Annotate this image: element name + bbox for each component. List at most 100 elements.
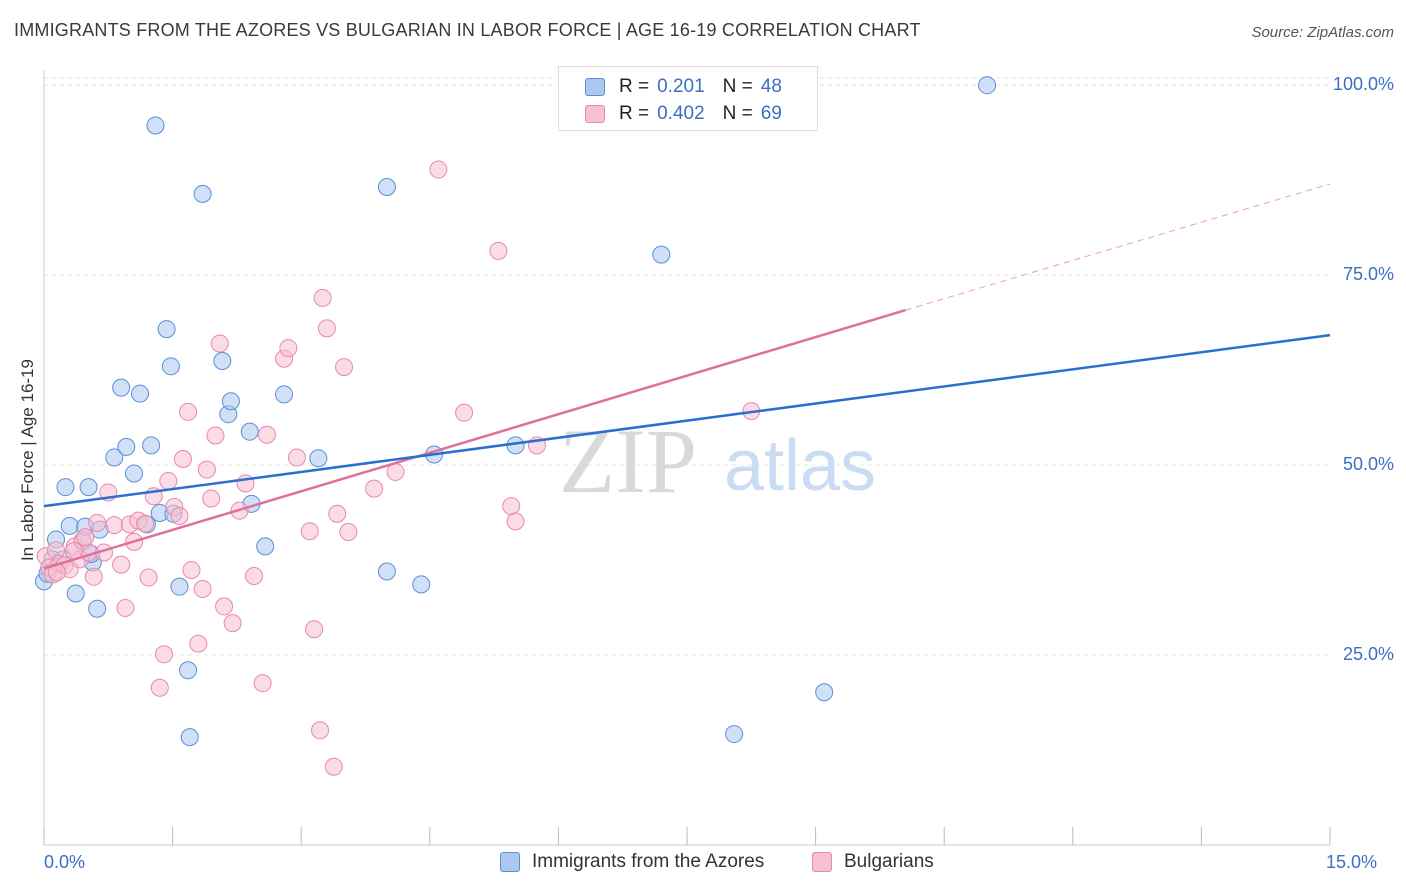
bulgarians-point — [365, 479, 384, 498]
legend-swatch-azores — [500, 852, 520, 872]
series-azores-points — [35, 76, 997, 747]
legend-n-label: N = — [722, 76, 753, 97]
watermark-zip: ZIP — [559, 410, 697, 512]
watermark: ZIP atlas — [559, 410, 876, 512]
azores-point — [275, 385, 294, 404]
azores-point — [213, 352, 232, 371]
source-label: Source: ZipAtlas.com — [1251, 24, 1394, 41]
y-axis-label: In Labor Force | Age 16-19 — [18, 359, 37, 561]
y-tick-label: 75.0% — [1342, 264, 1394, 285]
x-tick-max: 15.0% — [1326, 852, 1378, 872]
azores-point — [142, 436, 161, 455]
azores-point — [412, 575, 431, 594]
azores-point — [60, 516, 79, 535]
azores-point — [105, 448, 124, 467]
legend-item-bulgarians[interactable]: Bulgarians — [812, 851, 934, 873]
azores-point — [179, 661, 198, 680]
bulgarians-point — [170, 507, 189, 526]
legend-r-value: 0.402 — [657, 103, 705, 124]
series-legend: Immigrants from the Azores Bulgarians — [0, 851, 1406, 879]
azores-point — [170, 577, 189, 596]
bulgarians-point — [339, 522, 358, 541]
bulgarians-point — [324, 757, 343, 776]
bulgarians-point — [257, 425, 276, 444]
azores-point — [221, 392, 240, 411]
bulgarians-point — [202, 489, 221, 508]
bulgarians-point — [173, 450, 192, 469]
legend-label-bulgarians: Bulgarians — [844, 851, 934, 872]
watermark-atlas: atlas — [724, 426, 876, 506]
bulgarians-point — [305, 620, 324, 639]
bulgarians-point — [223, 614, 242, 633]
azores-point — [146, 116, 165, 135]
bulgarians-point — [139, 568, 158, 587]
bulgarians-point — [311, 721, 330, 740]
bulgarians-point — [313, 288, 332, 307]
legend-swatch-bulgarians — [812, 852, 832, 872]
azores-point — [66, 584, 85, 603]
bulgarians-trend-line — [43, 308, 906, 570]
bulgarians-point — [210, 334, 229, 353]
bulgarians-point — [502, 497, 521, 516]
legend-row-azores: R = 0.201 N = 48 — [585, 75, 782, 99]
bulgarians-point — [182, 560, 201, 579]
bulgarians-point — [253, 674, 272, 693]
azores-point — [652, 245, 671, 264]
bulgarians-point — [84, 567, 103, 586]
chart-title: IMMIGRANTS FROM THE AZORES VS BULGARIAN … — [14, 20, 921, 40]
azores-point — [56, 478, 75, 497]
bulgarians-point — [215, 597, 234, 616]
legend-label-azores: Immigrants from the Azores — [532, 851, 765, 872]
azores-point — [125, 464, 144, 483]
grid — [44, 77, 1330, 656]
legend-r-label: R = — [619, 103, 650, 124]
azores-point — [180, 728, 199, 747]
azores-point — [377, 178, 396, 197]
legend-n-value: 69 — [760, 103, 782, 124]
legend-n-label: N = — [722, 103, 753, 124]
bulgarians-point — [159, 472, 178, 491]
azores-point — [377, 562, 396, 581]
bulgarians-point — [335, 358, 354, 377]
axes — [43, 70, 1331, 846]
bulgarians-point — [88, 513, 107, 532]
bulgarians-point — [112, 555, 131, 574]
azores-point — [112, 378, 131, 397]
azores-point — [725, 725, 744, 744]
bulgarians-point — [193, 579, 212, 598]
stats-legend: R = 0.201 N = 48 R = 0.402 N = 69 — [558, 66, 818, 131]
legend-item-azores[interactable]: Immigrants from the Azores — [500, 851, 764, 873]
y-tick-label: 25.0% — [1342, 644, 1394, 665]
bulgarians-point — [429, 160, 448, 179]
bulgarians-point — [150, 678, 169, 697]
bulgarians-point — [279, 339, 298, 358]
azores-point — [79, 478, 98, 497]
azores-trend-line — [43, 333, 1331, 508]
bulgarians-point — [105, 516, 124, 535]
x-tick-min: 0.0% — [44, 852, 86, 872]
bulgarians-point — [300, 522, 319, 541]
legend-swatch-azores — [585, 78, 605, 96]
azores-point — [240, 422, 259, 441]
bulgarians-point — [287, 448, 306, 467]
trend-lines — [43, 183, 1331, 570]
legend-swatch-bulgarians — [585, 105, 605, 123]
azores-point — [815, 683, 834, 702]
legend-r-value: 0.201 — [657, 76, 705, 97]
azores-point — [256, 537, 275, 556]
azores-point — [88, 599, 107, 618]
y-tick-label: 50.0% — [1342, 454, 1394, 475]
bulgarians-point — [189, 634, 208, 653]
bulgarians-point — [506, 512, 525, 531]
bulgarians-point — [245, 567, 264, 586]
bulgarians-point — [155, 645, 174, 664]
azores-point — [978, 76, 997, 95]
bulgarians-point — [328, 504, 347, 523]
bulgarians-point — [76, 528, 95, 547]
bulgarians-point — [489, 241, 508, 260]
bulgarians-point — [197, 460, 216, 479]
azores-point — [193, 184, 212, 203]
azores-point — [309, 449, 328, 468]
azores-point — [131, 384, 150, 403]
